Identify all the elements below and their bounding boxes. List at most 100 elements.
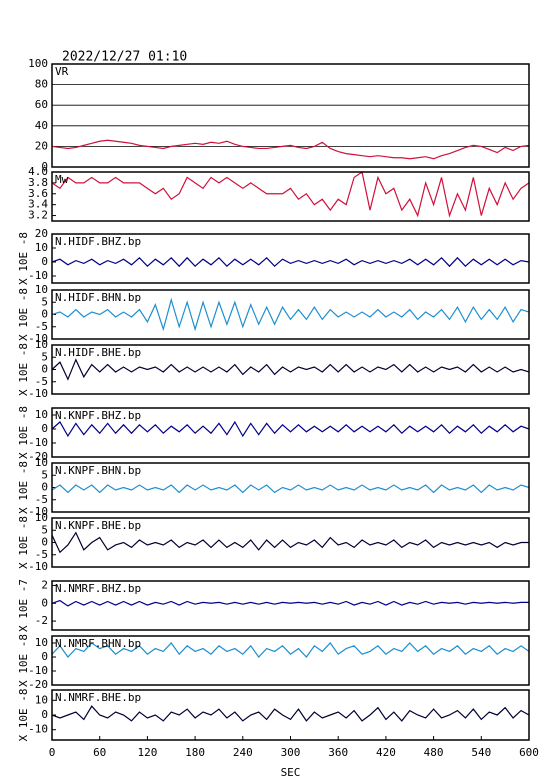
y-axis-label: X 10E -8	[17, 516, 30, 569]
y-tick-label: 4.0	[28, 165, 48, 178]
panel-frame	[51, 171, 530, 222]
y-axis-label: X 10E -8	[17, 689, 30, 742]
panel-label: N.NMRF.BHE.bp	[55, 691, 141, 704]
panel-frame	[51, 233, 530, 284]
data-line	[51, 484, 530, 494]
data-line	[51, 170, 530, 218]
y-tick-label: -10	[28, 387, 48, 400]
y-axis-label: X 10E -8	[17, 232, 30, 285]
x-tick-label: 360	[328, 746, 348, 759]
data-line	[51, 256, 530, 268]
y-tick-label: -10	[28, 664, 48, 677]
y-tick-label: 10	[35, 456, 48, 469]
y-tick-label: 0	[41, 363, 48, 376]
y-tick-label: 10	[35, 636, 48, 649]
y-axis-label: X 10E -8	[17, 461, 30, 514]
panel-frame	[51, 407, 530, 458]
data-line	[51, 599, 529, 607]
panel-frame	[51, 289, 530, 340]
panel-label: VR	[55, 65, 69, 78]
y-axis-label: X 10E -8	[17, 634, 30, 687]
x-tick-label: 480	[424, 746, 444, 759]
y-tick-label: 10	[35, 283, 48, 296]
x-tick-label: 600	[519, 746, 539, 759]
y-tick-label: 3.8	[28, 176, 48, 189]
y-tick-label: 5	[41, 523, 48, 536]
y-tick-label: -20	[28, 678, 48, 691]
y-tick-label: 80	[35, 78, 48, 91]
y-tick-label: 10	[35, 693, 48, 706]
panel-label: N.HIDF.BHN.bp	[55, 291, 141, 304]
y-tick-label: -10	[28, 436, 48, 449]
panel-label: N.NMRF.BHN.bp	[55, 637, 141, 650]
y-tick-label: 5	[41, 468, 48, 481]
panel-label: N.HIDF.BHZ.bp	[55, 235, 141, 248]
y-tick-label: 10	[35, 511, 48, 524]
y-tick-label: 0	[41, 536, 48, 549]
y-axis-label: X 10E -7	[17, 579, 30, 632]
y-tick-label: 0	[41, 308, 48, 321]
y-tick-label: -10	[28, 505, 48, 518]
y-tick-label: -5	[35, 548, 48, 561]
y-tick-label: 10	[35, 241, 48, 254]
data-line	[51, 705, 530, 722]
y-tick-label: 40	[35, 119, 48, 132]
panel-frame	[51, 635, 530, 686]
y-tick-label: 10	[35, 338, 48, 351]
data-line	[51, 297, 530, 332]
y-tick-label: 0	[41, 650, 48, 663]
x-tick-label: 420	[376, 746, 396, 759]
panel-label: N.NMRF.BHZ.bp	[55, 582, 141, 595]
y-tick-label: -10	[28, 269, 48, 282]
panel-frame	[51, 344, 530, 395]
panel-frame	[51, 517, 530, 568]
data-line	[51, 358, 530, 381]
x-tick-label: 0	[49, 746, 56, 759]
x-tick-label: 60	[93, 746, 106, 759]
y-tick-label: -5	[35, 375, 48, 388]
y-tick-label: -2	[35, 614, 48, 627]
x-tick-label: 300	[281, 746, 301, 759]
y-tick-label: -10	[28, 560, 48, 573]
y-tick-label: 5	[41, 350, 48, 363]
y-tick-label: 20	[35, 227, 48, 240]
y-tick-label: 2	[41, 578, 48, 591]
data-line	[51, 531, 529, 554]
y-tick-label: -5	[35, 493, 48, 506]
data-line	[51, 642, 530, 658]
panel-label: N.KNPF.BHE.bp	[55, 519, 141, 532]
y-tick-label: -10	[28, 723, 48, 736]
y-tick-label: -10	[28, 332, 48, 345]
data-line	[51, 139, 530, 160]
y-tick-label: 0	[41, 160, 48, 173]
panel-label: N.KNPF.BHZ.bp	[55, 409, 141, 422]
y-tick-label: -20	[28, 450, 48, 463]
y-tick-label: 3.2	[28, 209, 48, 222]
y-tick-label: 0	[41, 422, 48, 435]
panel-frame	[51, 580, 530, 631]
panel-label: N.HIDF.BHE.bp	[55, 346, 141, 359]
panel-frame	[51, 462, 530, 513]
x-tick-label: 540	[471, 746, 491, 759]
x-tick-label: 120	[137, 746, 157, 759]
y-tick-label: 60	[35, 98, 48, 111]
y-axis-label: X 10E -8	[17, 406, 30, 459]
y-axis-label: X 10E -8	[17, 343, 30, 396]
y-tick-label: 0	[41, 255, 48, 268]
y-axis-label: X 10E -8	[17, 288, 30, 341]
panel-frame	[51, 63, 530, 168]
y-tick-label: -5	[35, 320, 48, 333]
x-tick-label: 180	[185, 746, 205, 759]
y-tick-label: 5	[41, 295, 48, 308]
y-tick-label: 0	[41, 708, 48, 721]
data-line	[51, 420, 530, 438]
y-tick-label: 3.4	[28, 198, 48, 211]
y-tick-label: 10	[35, 408, 48, 421]
y-tick-label: 20	[35, 139, 48, 152]
y-tick-label: 0	[41, 481, 48, 494]
panel-label: Mw	[55, 173, 69, 186]
y-tick-label: 100	[28, 57, 48, 70]
chart-title: 2022/12/27 01:10	[62, 50, 187, 65]
